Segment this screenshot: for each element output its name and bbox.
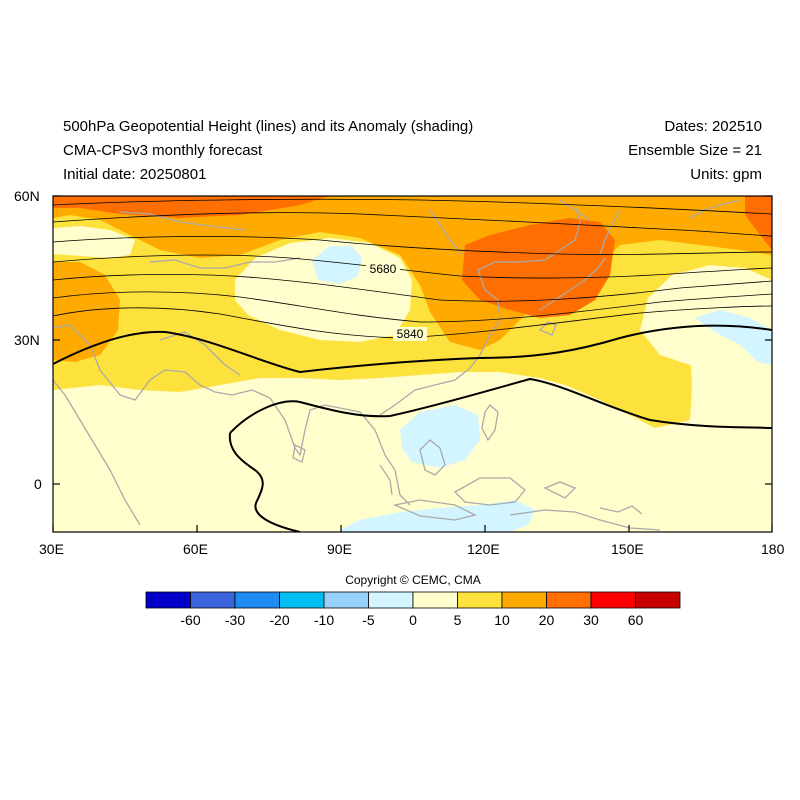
colorbar-swatch bbox=[368, 591, 414, 609]
model-name: CMA-CPSv3 monthly forecast bbox=[63, 142, 263, 159]
contour-label-bg-5680 bbox=[366, 262, 400, 276]
contour-label-5840: 5840 bbox=[397, 327, 424, 341]
colorbar-label: -20 bbox=[269, 612, 290, 628]
colorbar-label: -60 bbox=[180, 612, 201, 628]
colorbar-label: 60 bbox=[627, 612, 644, 628]
forecast-dates: Dates: 202510 bbox=[664, 118, 762, 135]
units: Units: gpm bbox=[690, 166, 762, 183]
anomaly-neg-pacific bbox=[695, 310, 772, 365]
plot-frame bbox=[52, 195, 773, 533]
colorbar-swatch bbox=[501, 591, 547, 609]
colorbar-swatch bbox=[412, 591, 458, 609]
colorbar-label: -5 bbox=[362, 612, 375, 628]
colorbar-label: -10 bbox=[313, 612, 335, 628]
anomaly-neg-indonesia bbox=[340, 500, 535, 532]
lon-label-60e: 60E bbox=[183, 541, 208, 557]
lat-label-30n: 30N bbox=[14, 332, 40, 348]
contour-label-5680: 5680 bbox=[370, 262, 397, 276]
anomaly-10-20-west bbox=[53, 262, 120, 362]
colorbar-swatch bbox=[546, 591, 592, 609]
contour-label-bg-5840 bbox=[393, 327, 427, 341]
colorbar-swatch bbox=[145, 591, 191, 609]
height-contour-bold bbox=[53, 324, 772, 532]
lon-label-150e: 150E bbox=[611, 541, 644, 557]
lat-label-60n: 60N bbox=[14, 188, 40, 204]
anomaly-neg-siberia bbox=[312, 246, 362, 284]
copyright: Copyright © CEMC, CMA bbox=[345, 573, 481, 587]
colorbar-swatch bbox=[190, 591, 236, 609]
colorbar-swatch bbox=[635, 591, 681, 609]
colorbar-swatch bbox=[234, 591, 280, 609]
lon-label-30e: 30E bbox=[39, 541, 64, 557]
lon-label-120e: 120E bbox=[467, 541, 500, 557]
colorbar-swatch bbox=[279, 591, 325, 609]
colorbar-label: 10 bbox=[494, 612, 510, 628]
colorbar-label: 30 bbox=[583, 612, 599, 628]
initial-date: Initial date: 20250801 bbox=[63, 166, 207, 183]
lon-label-180: 180 bbox=[761, 541, 785, 557]
colorbar-swatch bbox=[457, 591, 503, 609]
colorbar-swatch bbox=[323, 591, 369, 609]
axis-ticks bbox=[52, 195, 773, 532]
map-title: 500hPa Geopotential Height (lines) and i… bbox=[63, 118, 474, 135]
anomaly-20-30-corner bbox=[745, 196, 772, 250]
colorbar-label: 5 bbox=[453, 612, 462, 628]
ensemble-size: Ensemble Size = 21 bbox=[628, 142, 762, 159]
anomaly-20-30-east bbox=[462, 218, 615, 318]
colorbar-label: 0 bbox=[409, 612, 417, 628]
anomaly-0-5-north bbox=[53, 226, 135, 258]
coastlines bbox=[53, 199, 741, 531]
colorbar-label: -30 bbox=[224, 612, 246, 628]
lat-label-eq: 0 bbox=[34, 476, 42, 492]
lon-label-90e: 90E bbox=[327, 541, 352, 557]
colorbar-swatch bbox=[590, 591, 636, 609]
colorbar-label: 20 bbox=[538, 612, 555, 628]
colorbar bbox=[145, 591, 681, 609]
